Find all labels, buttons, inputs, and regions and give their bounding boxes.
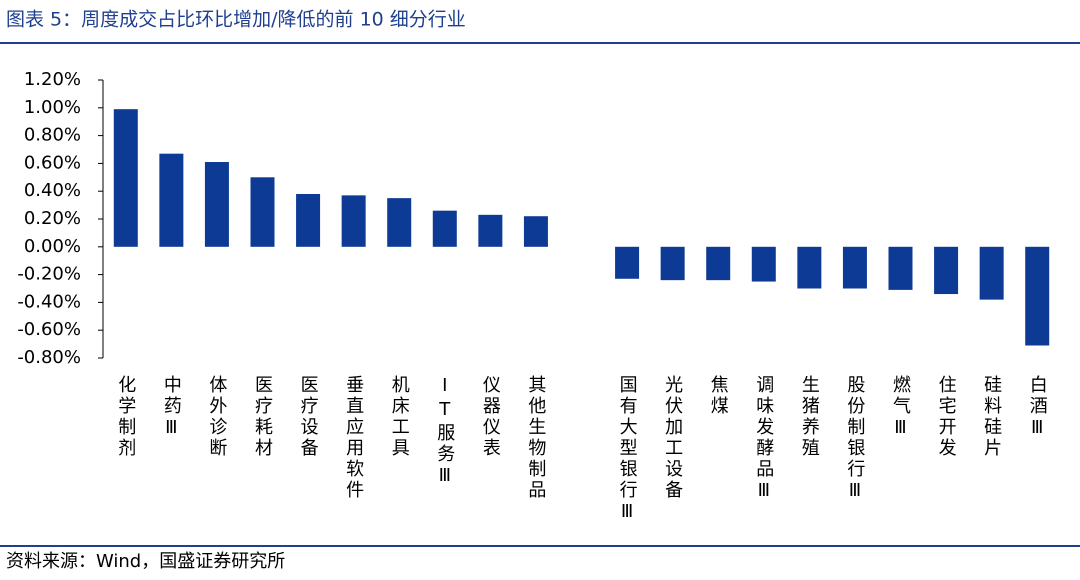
bar — [979, 246, 1004, 300]
y-tick-label: 0.80% — [24, 125, 81, 146]
bar — [615, 246, 640, 279]
bar — [751, 246, 776, 282]
y-tick-label: -0.40% — [17, 291, 81, 312]
bar — [159, 153, 184, 247]
y-tick-label: 1.20% — [24, 69, 81, 90]
bar — [432, 210, 457, 247]
x-tick-label: 焦煤 — [708, 375, 729, 417]
x-tick-label: 燃气Ⅲ — [890, 375, 911, 441]
y-tick-label: 0.00% — [24, 236, 81, 257]
y-tick-label: 0.40% — [24, 180, 81, 201]
x-tick-label: 硅料硅片 — [981, 375, 1002, 459]
x-tick-label: 化学制剂 — [115, 375, 136, 459]
bar — [478, 214, 503, 247]
bar — [113, 109, 138, 247]
x-tick-label: 中药Ⅲ — [161, 375, 182, 441]
bar — [296, 193, 321, 247]
y-tick-label: 1.00% — [24, 97, 81, 118]
x-tick-label: IT服务Ⅲ — [434, 375, 455, 489]
x-tick-label: 股份制银行Ⅲ — [844, 375, 865, 504]
y-tick-label: -0.60% — [17, 319, 81, 340]
x-tick-label: 国有大型银行Ⅲ — [617, 375, 638, 525]
bar — [523, 216, 548, 247]
x-tick-label: 机床工具 — [389, 375, 410, 459]
bar — [797, 246, 822, 289]
y-tick-label: 0.60% — [24, 152, 81, 173]
x-tick-label: 生猪养殖 — [799, 375, 820, 459]
bar — [660, 246, 685, 281]
chart-title: 图表 5：周度成交占比环比增加/降低的前 10 细分行业 — [6, 9, 466, 31]
x-tick-label: 调味发酵品Ⅲ — [753, 375, 774, 504]
x-tick-label: 光伏加工设备 — [662, 375, 683, 501]
bar — [1025, 246, 1050, 346]
bar — [934, 246, 959, 295]
bar — [250, 177, 275, 247]
x-tick-label: 医疗设备 — [298, 375, 319, 459]
y-tick-label: 0.20% — [24, 208, 81, 229]
x-tick-label: 住宅开发 — [936, 375, 957, 459]
x-tick-label: 其他生物制品 — [525, 375, 546, 501]
x-tick-label: 医疗耗材 — [252, 375, 273, 459]
bar — [888, 246, 913, 290]
x-tick-label: 体外诊断 — [206, 375, 227, 459]
y-tick-label: -0.20% — [17, 264, 81, 285]
y-tick-label: -0.80% — [17, 347, 81, 368]
x-tick-label: 垂直应用软件 — [343, 375, 364, 501]
bar — [204, 162, 229, 247]
bar — [842, 246, 867, 289]
x-tick-label: 白酒Ⅲ — [1027, 375, 1048, 441]
x-tick-label: 仪器仪表 — [480, 375, 501, 459]
bar — [341, 195, 366, 247]
bar — [387, 198, 412, 247]
source-note: 资料来源：Wind，国盛证券研究所 — [6, 551, 285, 572]
bar — [706, 246, 731, 281]
